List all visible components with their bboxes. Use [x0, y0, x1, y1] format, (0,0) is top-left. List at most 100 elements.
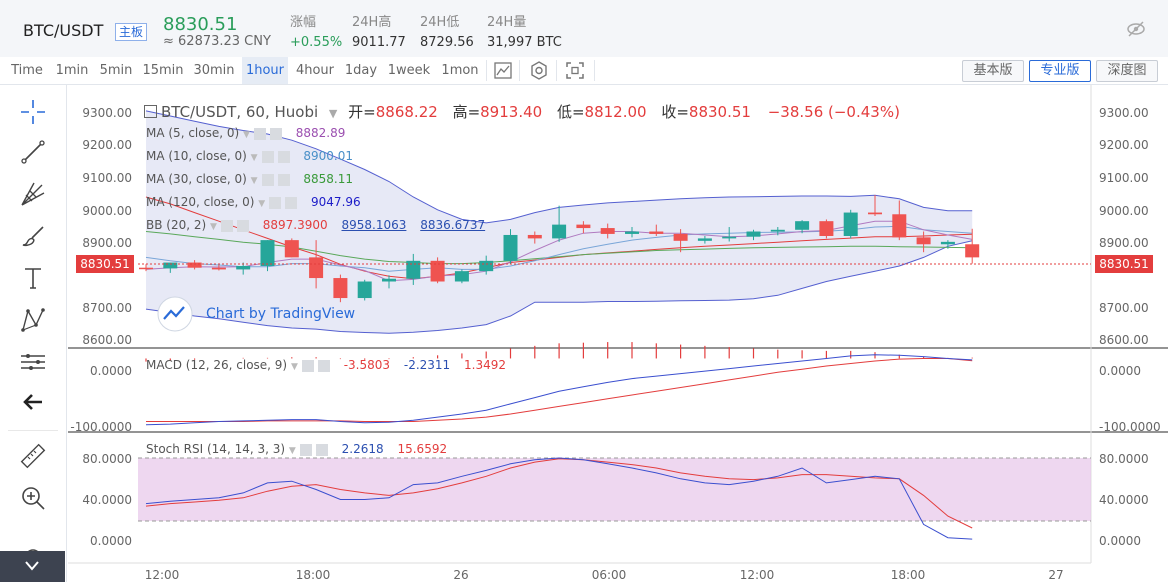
symbol-title: BTC/USDT, 60, Huobi — [161, 103, 319, 121]
timeframe-30min[interactable]: 30min — [193, 63, 235, 78]
indicator-bb[interactable]: BB (20, 2) ▼ 8897.3900 8958.1063 8836.67… — [146, 218, 485, 232]
price-tick: 8600.00 — [1099, 333, 1149, 347]
candle-body — [673, 233, 688, 241]
indicator-icon[interactable] — [492, 60, 514, 81]
chevron-down-icon[interactable]: ▼ — [250, 153, 258, 163]
market-header: BTC/USDT 主板 8830.51 ≈ 62873.23 CNY 涨幅 +0… — [0, 0, 1168, 58]
macd-tick: -100.0000 — [70, 420, 132, 434]
indicator-value: 8882.89 — [295, 126, 346, 140]
pattern-icon[interactable] — [18, 305, 48, 335]
settings-icon[interactable] — [261, 173, 274, 186]
close-icon[interactable] — [285, 196, 298, 209]
measure-icon[interactable] — [18, 347, 48, 377]
chevron-down-icon[interactable]: ▼ — [258, 199, 266, 209]
scroll-down-button[interactable] — [0, 551, 65, 582]
candle-body — [916, 237, 931, 245]
chevron-down-icon[interactable]: ▼ — [243, 130, 250, 140]
close-icon[interactable] — [315, 443, 328, 456]
stoch-tick: 80.0000 — [82, 452, 132, 466]
crosshair-icon[interactable] — [18, 97, 48, 127]
timeframe-1week[interactable]: 1week — [387, 63, 431, 78]
timeframe-1mon[interactable]: 1mon — [441, 63, 479, 78]
indicator-ma120[interactable]: MA (120, close, 0) ▼ 9047.96 — [146, 195, 361, 209]
close-icon[interactable] — [269, 127, 282, 140]
stat-value: 9011.77 — [352, 35, 406, 50]
settings-icon[interactable] — [269, 196, 282, 209]
macd-line — [145, 354, 973, 426]
eye-off-icon[interactable] — [1126, 20, 1146, 38]
view-basic-button[interactable]: 基本版 — [962, 60, 1024, 82]
timeframe-time[interactable]: Time — [11, 63, 43, 78]
fullscreen-icon[interactable] — [564, 60, 586, 81]
time-tick: 18:00 — [296, 568, 331, 582]
indicator-macd[interactable]: MACD (12, 26, close, 9) ▼ -3.5803 -2.231… — [146, 358, 506, 372]
last-price: 8830.51 — [163, 14, 238, 35]
timeframe-5min[interactable]: 5min — [99, 63, 133, 78]
timeframe-1hour[interactable]: 1hour — [242, 57, 288, 84]
close-icon[interactable] — [317, 359, 330, 372]
time-tick: 26 — [453, 568, 468, 582]
settings-icon[interactable] — [261, 150, 274, 163]
indicator-value: 9047.96 — [311, 195, 361, 209]
price-tick: 8900.00 — [1099, 236, 1149, 250]
candle-body — [236, 265, 251, 270]
indicator-ma5[interactable]: MA (5, close, 0) ▼ 8882.89 — [146, 126, 345, 140]
timeframe-1day[interactable]: 1day — [344, 63, 378, 78]
open-label: 开= — [348, 103, 376, 121]
last-price-label-right — [1095, 255, 1153, 273]
indicator-value: 8900.01 — [303, 149, 354, 163]
board-badge[interactable]: 主板 — [115, 23, 148, 41]
candle-body — [722, 236, 737, 239]
indicator-ma30[interactable]: MA (30, close, 0) ▼ 8858.11 — [146, 172, 353, 186]
settings-icon[interactable] — [299, 443, 312, 456]
ruler-icon[interactable] — [18, 441, 48, 471]
candle-body — [770, 229, 785, 232]
settings-icon[interactable] — [220, 219, 233, 232]
settings-icon[interactable] — [253, 127, 266, 140]
change-value: −38.56 (−0.43%) — [767, 103, 900, 121]
trend-line-icon[interactable] — [18, 137, 48, 167]
candle-body — [503, 234, 518, 261]
zoom-in-icon[interactable] — [18, 483, 48, 513]
stat-high: 24H高 9011.77 — [352, 13, 406, 53]
view-depth-button[interactable]: 深度图 — [1096, 60, 1158, 82]
candle-body — [357, 281, 372, 299]
ma30-line — [145, 231, 973, 265]
close-icon[interactable] — [277, 173, 290, 186]
chevron-down-icon[interactable]: ▼ — [250, 176, 258, 186]
stat-low: 24H低 8729.56 — [420, 13, 474, 53]
view-pro-button[interactable]: 专业版 — [1029, 60, 1091, 82]
indicator-value: 8858.11 — [303, 172, 354, 186]
legend-menu-icon[interactable]: ▼ — [328, 107, 338, 120]
timeframe-4hour[interactable]: 4hour — [295, 63, 335, 78]
chevron-down-icon[interactable]: ▼ — [210, 222, 217, 232]
timeframe-1min[interactable]: 1min — [55, 63, 89, 78]
indicator-ma10[interactable]: MA (10, close, 0) ▼ 8900.01 — [146, 149, 353, 163]
pair-title: BTC/USDT — [23, 21, 104, 40]
brush-icon[interactable] — [18, 221, 48, 251]
chevron-down-icon[interactable]: ▼ — [288, 446, 296, 456]
stoch-tick: 0.0000 — [90, 534, 132, 548]
candle-body — [333, 278, 348, 299]
indicator-name: MA (120, close, 0) — [146, 195, 255, 209]
text-icon[interactable] — [18, 263, 48, 293]
candle-body — [697, 238, 712, 241]
back-arrow-icon[interactable] — [18, 387, 48, 417]
settings-icon[interactable] — [301, 359, 314, 372]
close-icon[interactable] — [277, 150, 290, 163]
candle-body — [819, 221, 834, 236]
chevron-down-icon[interactable]: ▼ — [290, 362, 298, 372]
close-icon[interactable] — [236, 219, 249, 232]
chart-area[interactable]: 8830.51 8830.51 9300.00 9200.00 9100.00 … — [68, 85, 1168, 582]
fib-icon[interactable] — [18, 179, 48, 209]
candle-body — [382, 278, 396, 282]
cny-price: ≈ 62873.23 CNY — [163, 34, 271, 49]
indicator-stoch-rsi[interactable]: Stoch RSI (14, 14, 3, 3) ▼ 2.2618 15.659… — [146, 442, 447, 456]
timeframe-15min[interactable]: 15min — [142, 63, 184, 78]
indicator-name: MA (30, close, 0) — [146, 172, 247, 186]
stat-volume: 24H量 31,997 BTC — [487, 13, 562, 53]
price-tick: 9200.00 — [82, 138, 132, 152]
indicator-name: MA (10, close, 0) — [146, 149, 247, 163]
bb-upper-value: 8958.1063 — [341, 218, 407, 232]
settings-icon[interactable] — [528, 60, 550, 81]
